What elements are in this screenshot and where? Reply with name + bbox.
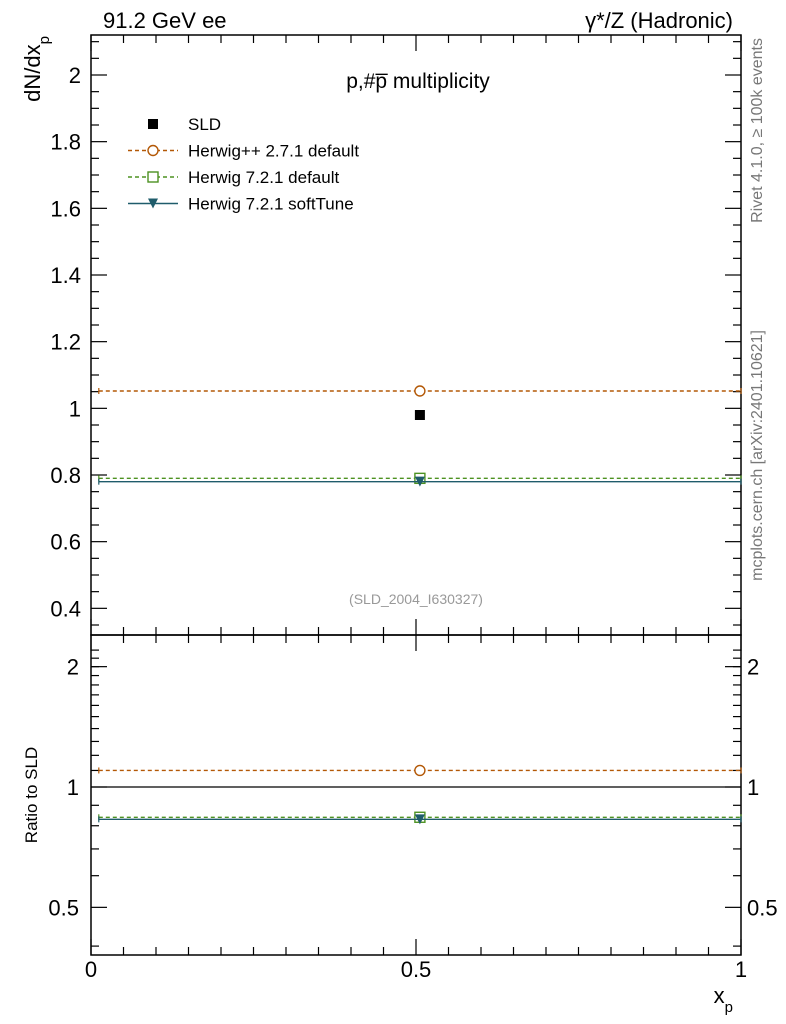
legend-label-herwig-7-2-1-default: Herwig 7.2.1 default [188, 168, 339, 187]
ratio-point-herwig-7-2-1-softtune [414, 814, 425, 825]
legend-label-herwig-2-7-1-default: Herwig++ 2.7.1 default [188, 142, 359, 161]
ratio-tick-label-right: 1 [747, 775, 759, 800]
x-tick-label: 1 [735, 957, 747, 982]
main-y-axis-title: dN/dxp [20, 36, 53, 102]
header-energy-label: 91.2 GeV ee [103, 8, 227, 33]
x-tick-label: 0.5 [401, 957, 432, 982]
y-tick-label: 1.4 [50, 263, 81, 288]
main-point-herwig-2-7-1-default [414, 385, 426, 397]
y-tick-label: 0.4 [50, 596, 81, 621]
ratio-y-axis-title: Ratio to SLD [22, 747, 41, 843]
ratio-tick-label-right: 2 [747, 655, 759, 680]
y-tick-label: 1.2 [50, 330, 81, 355]
legend-label-herwig-7-2-1-softtune: Herwig 7.2.1 softTune [188, 195, 354, 214]
main-point-herwig-7-2-1-softtune [414, 476, 425, 487]
x-axis-title: xp [714, 983, 733, 1016]
ratio-tick-label-right: 0.5 [747, 895, 778, 920]
legend-label-sld: SLD [188, 115, 221, 134]
main-point-sld [414, 410, 425, 420]
y-tick-label: 0.8 [50, 463, 81, 488]
ratio-point-herwig-2-7-1-default [414, 764, 426, 777]
x-axis: 0 0.5 1 [85, 35, 747, 982]
ratio-plot-frame [90, 634, 742, 956]
y-tick-label: 1 [69, 396, 81, 421]
legend-marker-herwig-7-2-1-softtune [148, 198, 158, 209]
y-tick-label: 1.6 [50, 196, 81, 221]
ratio-tick-label: 1 [67, 775, 79, 800]
y-tick-label: 0.6 [50, 530, 81, 555]
mcplots-credit-label: mcplots.cern.ch [arXiv:2401.10621] [749, 330, 766, 581]
main-y-axis: 0.4 0.6 0.8 1 1.2 1.4 1.6 1.8 2 [50, 41, 741, 626]
legend-marker-sld [148, 119, 158, 129]
ratio-tick-label: 2 [67, 655, 79, 680]
ratio-plot-marks [98, 764, 742, 825]
header-process-label: γ*/Z (Hadronic) [585, 8, 733, 33]
rivet-version-label: Rivet 4.1.0, ≥ 100k events [749, 38, 766, 223]
ratio-tick-label: 0.5 [48, 895, 79, 920]
y-tick-label: 2 [69, 63, 81, 88]
y-tick-label: 1.8 [50, 130, 81, 155]
legend-marker-herwig-2-7-1-default [147, 144, 159, 157]
legend-marker-herwig-7-2-1-default [147, 171, 159, 183]
plot-title: p,#p̅ multiplicity [346, 70, 490, 93]
legend: SLD Herwig++ 2.7.1 default Herwig 7.2.1 de… [128, 115, 359, 214]
main-plot-marks [98, 385, 742, 487]
x-tick-label: 0 [85, 957, 97, 982]
ratio-y-axis: 0.5 0.5 1 1 2 2 [48, 649, 778, 947]
analysis-reference: (SLD_2004_I630327) [349, 591, 483, 607]
